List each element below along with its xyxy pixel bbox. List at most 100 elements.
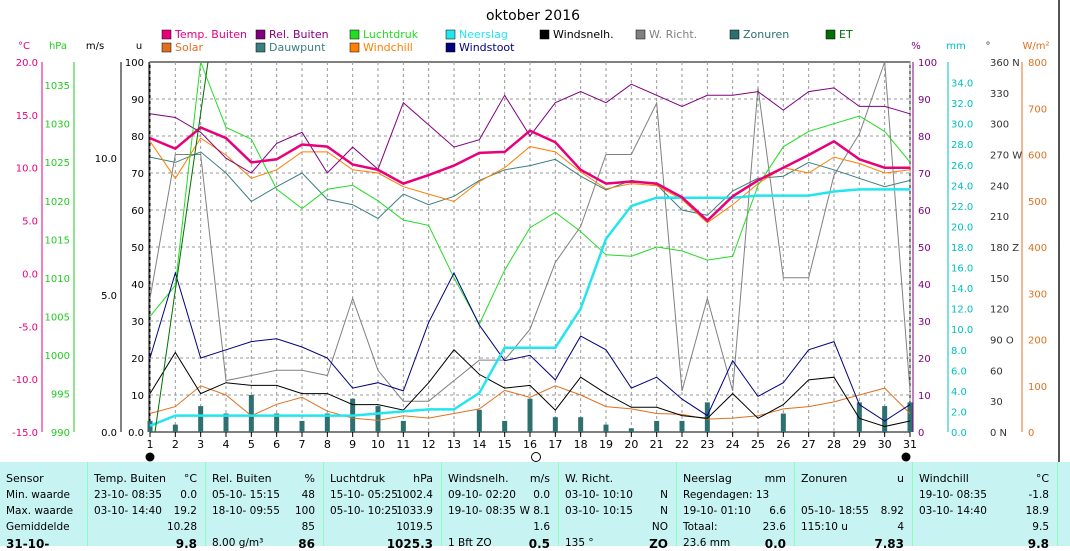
solar-tick: 200 xyxy=(1028,336,1047,347)
stats-col-name: Zonuren xyxy=(801,472,848,485)
legend-swatch xyxy=(161,42,172,53)
stats-col: W. Richt. 03-10- 10:10 N 03-10- 10:15 N NO 135… xyxy=(559,462,677,551)
stats-cell-value: 100 xyxy=(294,505,315,517)
legend-label: Solar xyxy=(175,41,204,54)
stats-col-name: Windsnelh. xyxy=(448,472,509,485)
axis-unit: ° xyxy=(986,41,991,52)
sunshine-bar xyxy=(324,413,330,432)
solar-tick: 600 xyxy=(1028,151,1047,162)
legend-swatch xyxy=(349,29,360,40)
x-tick-label: 11 xyxy=(396,438,410,451)
direction-tick: 300 xyxy=(990,120,1009,131)
rowlabel-max: Max. waarde xyxy=(6,505,74,517)
legend-swatch xyxy=(729,29,740,40)
direction-tick: 210 xyxy=(990,212,1009,223)
stats-col-name: Temp. Buiten xyxy=(94,472,166,485)
x-tick-label: 30 xyxy=(878,438,892,451)
temp-tick: 10.0 xyxy=(16,164,38,175)
legend-swatch xyxy=(539,29,550,40)
series-lines xyxy=(149,61,911,433)
solar-tick: 300 xyxy=(1028,289,1047,300)
x-tick-label: 15 xyxy=(498,438,512,451)
stats-cell-value: 1019.5 xyxy=(396,521,433,533)
hours-tick: 10 xyxy=(131,391,144,402)
x-tick-label: 6 xyxy=(273,438,280,451)
stats-col-name: Windchill xyxy=(919,472,969,485)
sunshine-bar xyxy=(299,420,305,432)
x-tick-label: 25 xyxy=(751,438,765,451)
pressure-tick: 1015 xyxy=(45,235,70,246)
x-axis: 1 2 3 4 5 6 7 8 9 10 11 12 13 14 15 16 17 18 19 20 21 22 23 24 2… xyxy=(145,432,917,462)
pressure-tick: 995 xyxy=(51,389,70,400)
stats-col-name: Luchtdruk xyxy=(330,472,386,485)
temp-tick: 0.0 xyxy=(22,269,38,280)
stats-col-unit: °C xyxy=(1035,472,1049,485)
sunshine-bar xyxy=(679,420,685,432)
direction-tick: 240 xyxy=(990,181,1009,192)
rain-tick: 28.0 xyxy=(951,140,973,151)
stats-cell-label: 09-10- 02:20 xyxy=(448,489,516,501)
x-tick-label: 12 xyxy=(422,438,436,451)
stats-cell-label: 05-10- 10:25 xyxy=(330,505,398,517)
sunshine-bar xyxy=(628,428,634,432)
direction-tick: 270 W xyxy=(990,151,1022,162)
sunshine-bar xyxy=(907,402,913,432)
pressure-tick: 1005 xyxy=(45,312,70,323)
legend-label: Rel. Buiten xyxy=(269,28,329,41)
humidity-tick: 80 xyxy=(918,132,931,143)
direction-tick: 60 xyxy=(990,366,1003,377)
stats-cell-label: 115:10 u xyxy=(801,521,848,533)
stats-cell-label: 15-10- 05:25 xyxy=(330,489,398,501)
sunshine-bar xyxy=(654,420,660,432)
sunshine-bar xyxy=(578,417,584,432)
rain-tick: 4.0 xyxy=(951,387,967,398)
temp-tick: 20.0 xyxy=(16,58,38,69)
humidity-tick: 60 xyxy=(918,206,931,217)
stats-col: Windsnelh. m/s 09-10- 02:20 0.0 19-10- 08:35… xyxy=(442,462,559,551)
axis-unit: m/s xyxy=(86,41,104,52)
solar-tick: 0 xyxy=(1028,428,1034,439)
sunshine-bar xyxy=(502,420,508,432)
x-tick-label: 3 xyxy=(197,438,204,451)
stats-col-unit: u xyxy=(897,472,904,485)
temp-tick: 5.0 xyxy=(22,217,38,228)
x-tick-label: 9 xyxy=(349,438,356,451)
x-tick-label: 14 xyxy=(472,438,486,451)
rain-line xyxy=(149,188,910,427)
x-tick-label: 5 xyxy=(248,438,255,451)
legend-swatch xyxy=(825,29,836,40)
axis-unit: hPa xyxy=(49,41,67,52)
stats-col-name: Neerslag xyxy=(683,472,732,485)
stats-cell-label: 03-10- 14:40 xyxy=(94,505,162,517)
sunshine-bar xyxy=(527,398,533,432)
legend-label: Windsnelh. xyxy=(553,28,614,41)
axis-unit: mm xyxy=(946,41,965,52)
pressure-tick: 1020 xyxy=(45,197,70,208)
humidity-tick: 40 xyxy=(918,280,931,291)
direction-tick: 120 xyxy=(990,305,1009,316)
x-tick-label: 24 xyxy=(726,438,740,451)
rowlabel-avg: Gemiddelde xyxy=(6,521,70,533)
stats-cell-value: 1.6 xyxy=(533,521,550,533)
grid xyxy=(149,62,911,432)
pressure-tick: 990 xyxy=(51,428,70,439)
sunshine-bar xyxy=(172,424,178,432)
axis-unit: u xyxy=(136,41,142,52)
x-tick-label: 4 xyxy=(223,438,230,451)
stats-col: Zonuren u 05-10- 18:55 8.92 115:10 u 4 7.83 xyxy=(795,462,913,551)
sunshine-bar xyxy=(274,413,280,432)
rain-tick: 22.0 xyxy=(951,202,973,213)
x-tick-label: 8 xyxy=(324,438,331,451)
x-tick-label: 1 xyxy=(147,438,154,451)
stats-cell-value: 4 xyxy=(897,521,904,533)
et-line xyxy=(154,61,209,433)
pressure-tick: 1035 xyxy=(45,81,70,92)
stats-cell-value: 1002.4 xyxy=(396,489,433,501)
rain-tick: 2.0 xyxy=(951,407,967,418)
stats-cell-value: 10.28 xyxy=(166,521,197,533)
sunshine-bar xyxy=(198,406,204,432)
x-tick-label: 21 xyxy=(650,438,664,451)
wind-tick: 5.0 xyxy=(101,291,117,302)
hours-tick: 60 xyxy=(131,206,144,217)
